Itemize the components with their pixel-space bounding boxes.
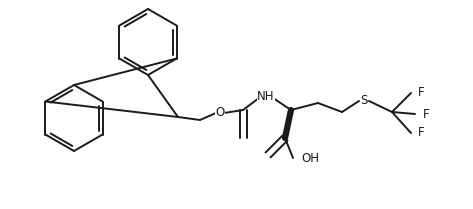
Text: F: F: [418, 87, 425, 99]
Text: O: O: [215, 107, 225, 120]
Text: F: F: [418, 126, 425, 139]
Text: OH: OH: [301, 152, 319, 164]
Text: S: S: [360, 94, 368, 107]
Text: NH: NH: [257, 90, 275, 103]
Text: F: F: [423, 107, 429, 121]
